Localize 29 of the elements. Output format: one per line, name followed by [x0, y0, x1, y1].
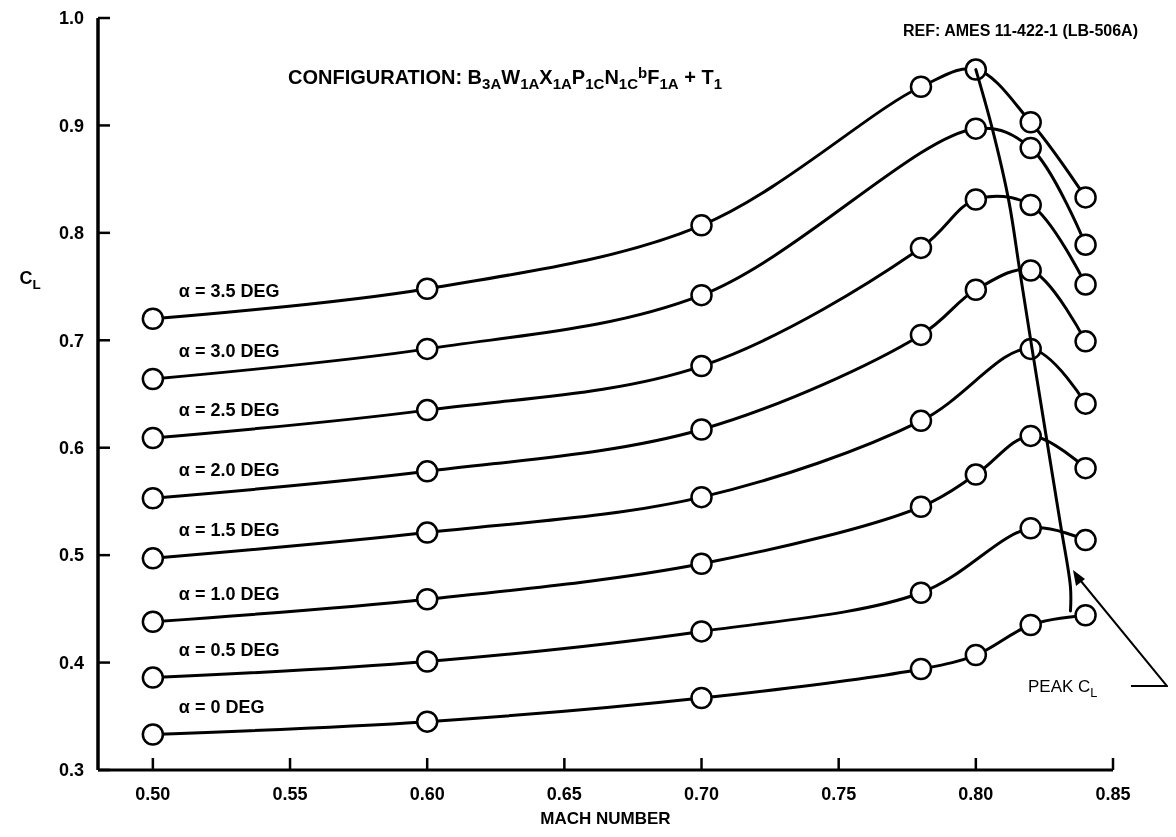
x-tick-label: 0.75	[821, 784, 857, 804]
series-label: α = 0.5 DEG	[178, 639, 280, 660]
y-tick-label: 1.0	[58, 8, 84, 29]
y-tick-label: 0.3	[58, 760, 84, 781]
x-tick-label: 0.70	[683, 784, 720, 804]
series-label: α = 1.5 DEG	[178, 520, 280, 541]
series-label: α = 2.5 DEG	[178, 400, 280, 421]
series-label: α = 3.0 DEG	[178, 340, 280, 361]
y-tick-label: 0.5	[58, 545, 84, 566]
chart-title: CONFIGURATION: B$_{3A}$W$_{1A}$X$_{1A}$P$_{1C}$N$_{1C}$$^{b}$F$_{1A}$ + T$_{1}$	[288, 64, 722, 93]
x-tick-label: 0.50	[135, 784, 171, 804]
x-tick-label: 0.60	[409, 784, 445, 804]
y-tick-label: 0.7	[58, 330, 84, 351]
x-tick-label: 0.55	[272, 784, 308, 804]
annotation: PEAK C$_{L}$	[1028, 677, 1098, 700]
y-tick-label: 0.9	[58, 115, 84, 136]
y-tick-label: 0.8	[58, 223, 84, 244]
x-tick-label: 0.80	[958, 784, 994, 804]
y-tick-label: 0.4	[58, 652, 84, 673]
series-label: α = 2.0 DEG	[178, 460, 280, 481]
x-tick-label: 0.85	[1095, 784, 1131, 804]
x-tick-label: 0.65	[546, 784, 582, 804]
series-label: α = 0 DEG	[178, 696, 265, 717]
chart-subtitle: REF: AMES 11-422-1 (LB-506A)	[902, 22, 1138, 39]
y-tick-label: 0.6	[58, 438, 84, 459]
series-label: α = 1.0 DEG	[178, 583, 280, 604]
x-axis-title: MACH NUMBER	[540, 809, 671, 828]
y-axis-title: C$_{L}$	[19, 268, 41, 292]
series-label: α = 3.5 DEG	[178, 280, 280, 301]
